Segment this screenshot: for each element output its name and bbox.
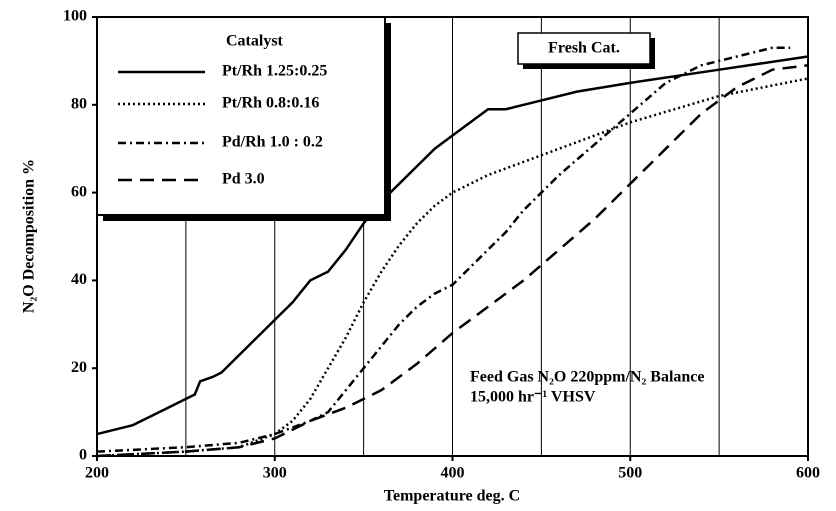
title-box — [517, 32, 651, 65]
x-tick-label: 200 — [85, 465, 109, 482]
line-series — [96, 55, 809, 436]
x-axis-label: Temperature deg. C — [384, 488, 520, 505]
line-series — [96, 64, 809, 458]
x-tick-label: 400 — [441, 465, 465, 482]
legend-label: Pd 3.0 — [222, 171, 265, 188]
legend-label: Pd/Rh 1.0 : 0.2 — [222, 134, 323, 151]
line-series — [96, 46, 791, 453]
y-tick-label: 100 — [63, 8, 87, 25]
x-tick-label: 500 — [618, 465, 642, 482]
y-tick-label: 40 — [71, 271, 87, 288]
x-tick-label: 600 — [796, 465, 820, 482]
y-tick-label: 20 — [71, 359, 87, 376]
chart-title: Fresh Cat. — [548, 40, 620, 57]
y-tick-label: 60 — [71, 183, 87, 200]
y-axis-label: N₂O Decomposition % — [21, 159, 38, 313]
legend-label: Pt/Rh 0.8:0.16 — [222, 95, 319, 112]
y-tick-label: 0 — [79, 447, 87, 464]
annotation: Feed Gas N₂O 220ppm/N₂ Balance — [470, 369, 704, 386]
legend-label: Pt/Rh 1.25:0.25 — [222, 63, 327, 80]
legend-title: Catalyst — [226, 33, 284, 50]
annotation: 15,000 hr⁻¹ VHSV — [470, 389, 596, 406]
legend-box — [96, 16, 386, 216]
x-tick-label: 300 — [263, 465, 287, 482]
y-tick-label: 80 — [71, 95, 87, 112]
